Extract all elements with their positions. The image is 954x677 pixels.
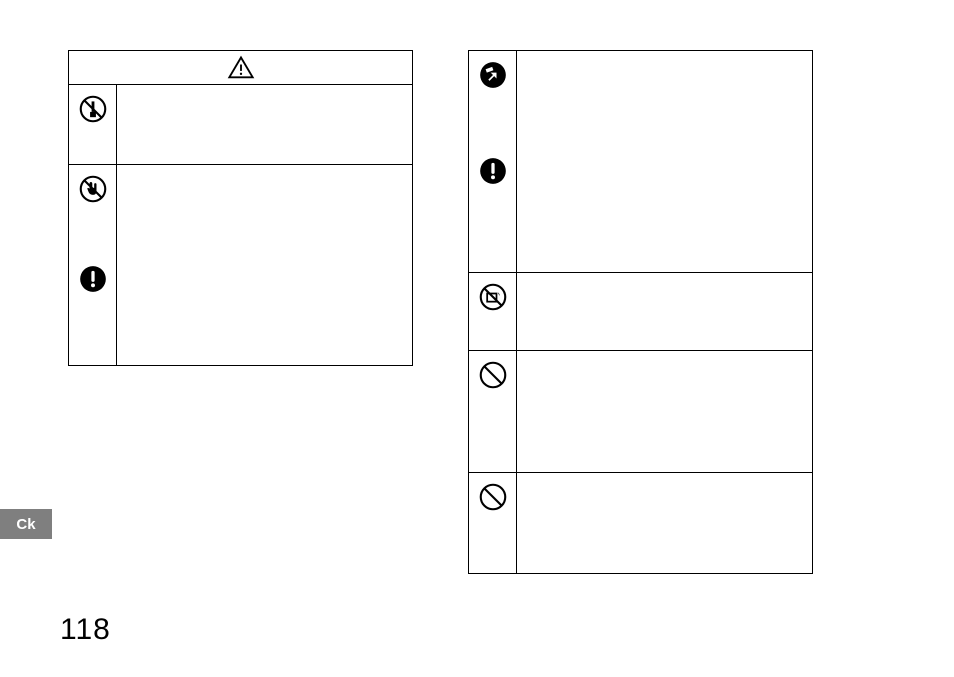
text-cell bbox=[117, 85, 412, 164]
text-cell bbox=[517, 351, 812, 472]
icon-cell bbox=[69, 165, 117, 365]
table-row bbox=[69, 85, 412, 165]
prohibition-icon bbox=[479, 361, 507, 389]
safety-table-right bbox=[468, 50, 813, 574]
language-tab: Ck bbox=[0, 509, 52, 539]
text-cell bbox=[117, 165, 412, 365]
table-row bbox=[469, 273, 812, 351]
table-row bbox=[469, 351, 812, 473]
icon-cell bbox=[469, 473, 517, 573]
mandatory-exclamation-icon bbox=[479, 157, 507, 185]
no-touch-icon bbox=[79, 175, 107, 203]
icon-cell bbox=[469, 273, 517, 350]
text-cell bbox=[517, 473, 812, 573]
warning-triangle-icon bbox=[227, 54, 255, 82]
text-cell bbox=[517, 51, 812, 272]
safety-table-left bbox=[68, 50, 413, 366]
no-disassemble-icon bbox=[79, 95, 107, 123]
table-header bbox=[69, 51, 412, 85]
table-row bbox=[469, 473, 812, 573]
mandatory-exclamation-icon bbox=[79, 265, 107, 293]
icon-cell bbox=[469, 351, 517, 472]
page-number: 118 bbox=[60, 613, 111, 647]
manual-page: Ck 118 bbox=[0, 0, 954, 677]
icon-cell bbox=[69, 85, 117, 164]
table-row bbox=[469, 51, 812, 273]
unplug-icon bbox=[479, 61, 507, 89]
no-wet-icon bbox=[479, 283, 507, 311]
text-cell bbox=[517, 273, 812, 350]
icon-cell bbox=[469, 51, 517, 272]
table-row bbox=[69, 165, 412, 365]
prohibition-icon bbox=[479, 483, 507, 511]
